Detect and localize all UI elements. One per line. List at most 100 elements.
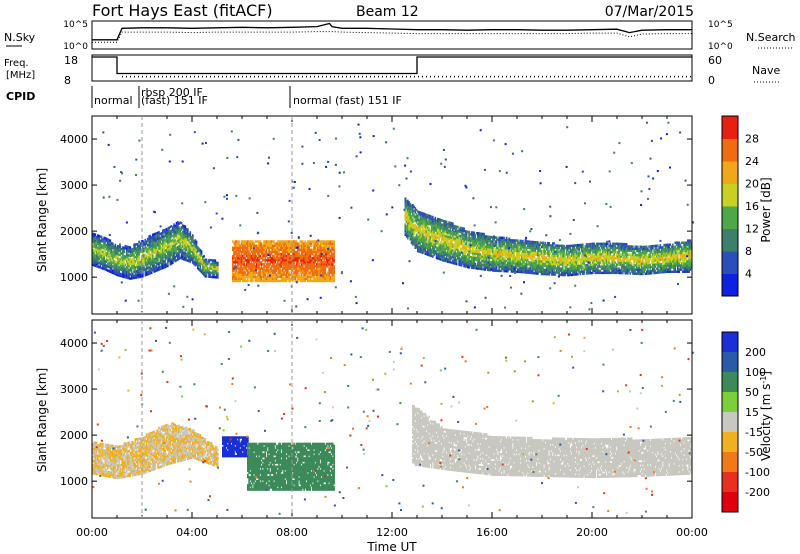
scatter-cell [158, 243, 160, 246]
scatter-cell [197, 260, 199, 264]
scatter-cell [93, 241, 95, 244]
scatter-cell [322, 279, 324, 283]
scatter-cell [325, 246, 328, 249]
scatter-cell [312, 269, 314, 272]
scatter-cell [138, 244, 140, 248]
scatter-cell [148, 266, 150, 269]
scatter-cell [289, 248, 292, 252]
scatter-cell [150, 271, 153, 274]
scatter-cell [182, 236, 184, 240]
scatter-cell [333, 259, 335, 262]
scatter-cell [175, 240, 178, 243]
scatter-cell [175, 254, 178, 258]
scatter-cell [432, 228, 434, 231]
scatter-cell [434, 241, 437, 245]
scatter-cell [413, 228, 415, 231]
scatter-cell [113, 255, 115, 259]
scatter-cell [429, 215, 432, 218]
scatter-cell [257, 240, 259, 243]
scatter-cell [333, 254, 335, 258]
scatter-cell [445, 257, 448, 261]
scatter-cell [297, 256, 299, 260]
scatter-cell [138, 255, 140, 258]
scatter-cell [253, 254, 255, 258]
scatter-cell [463, 233, 465, 237]
scatter-cell [435, 227, 438, 231]
scatter-cell [127, 276, 129, 280]
scatter-cell [105, 266, 108, 270]
scatter-cell [417, 249, 419, 253]
scatter-cell [325, 252, 328, 256]
scatter-cell [203, 273, 205, 277]
scatter-cell [453, 237, 455, 240]
scatter-cell [454, 229, 457, 232]
scatter-cell [102, 240, 104, 243]
scatter-cell [422, 239, 424, 242]
scatter-cell [97, 259, 99, 262]
scatter-cell [447, 243, 449, 247]
scatter-cell [317, 254, 319, 258]
scatter-cell [428, 220, 430, 224]
scatter-cell [305, 271, 308, 274]
scatter-cell [312, 256, 314, 260]
scatter-cell [309, 279, 312, 283]
scatter-cell [447, 254, 449, 257]
scatter-cell [318, 263, 320, 266]
scatter-cell [310, 261, 313, 264]
scatter-cell [268, 269, 270, 272]
scatter-cell [155, 236, 158, 239]
scatter-cell [279, 246, 282, 249]
scatter-cell [435, 252, 438, 255]
scatter-cell [440, 241, 443, 245]
scatter-cell [295, 240, 298, 243]
scatter-cell [242, 244, 244, 247]
scatter-cell [203, 265, 205, 268]
scatter-cell [107, 248, 109, 252]
scatter-cell [457, 240, 459, 243]
scatter-cell [158, 262, 160, 265]
scatter-cell [430, 240, 433, 243]
scatter-cell [107, 259, 109, 262]
scatter-cell [204, 275, 207, 278]
scatter-cell [289, 267, 292, 270]
scatter-cell [179, 244, 182, 247]
scatter-cell [302, 269, 304, 272]
scatter-cell [404, 217, 407, 220]
scatter-cell [300, 267, 303, 270]
scatter-cell [157, 266, 159, 270]
scatter-cell [233, 250, 235, 254]
scatter-cell [422, 216, 424, 219]
scatter-cell [154, 232, 157, 236]
scatter-cell [123, 248, 125, 252]
scatter-cell [288, 277, 290, 281]
scatter-cell [273, 277, 275, 281]
scatter-cell [288, 250, 290, 254]
scatter-cell [463, 262, 465, 266]
scatter-cell [313, 263, 315, 266]
scatter-cell [117, 265, 119, 269]
scatter-cell [102, 244, 104, 247]
scatter-cell [424, 238, 427, 241]
scatter-cell [298, 250, 300, 254]
scatter-cell [112, 271, 114, 275]
scatter-cell [174, 255, 177, 259]
scatter-cell [310, 271, 313, 274]
scatter-cell [285, 271, 288, 274]
scatter-cell [443, 224, 445, 227]
scatter-cell [188, 259, 190, 263]
scatter-cell [217, 276, 219, 279]
scatter-cell [270, 265, 273, 268]
scatter-cell [135, 274, 138, 277]
scatter-cell [449, 236, 452, 239]
scatter-cell [294, 252, 297, 256]
scatter-cell [299, 259, 302, 262]
scatter-cell [293, 277, 295, 281]
scatter-cell [459, 228, 462, 232]
scatter-cell [438, 228, 440, 232]
scatter-cell [169, 263, 172, 266]
scatter-cell [93, 235, 95, 238]
scatter-cell [193, 239, 195, 243]
scatter-cell [257, 275, 259, 279]
scatter-cell [158, 237, 160, 240]
scatter-cell [178, 230, 180, 233]
